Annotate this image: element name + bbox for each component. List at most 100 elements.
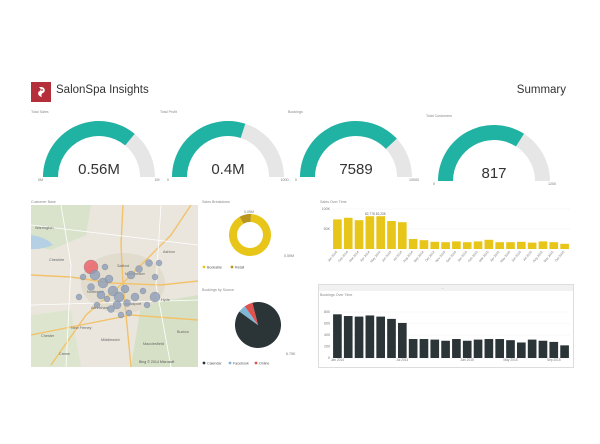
map-bubble[interactable] [112, 300, 122, 310]
bar[interactable] [549, 341, 559, 358]
gauge[interactable]: 0 1200 [431, 124, 557, 186]
bar[interactable] [397, 222, 407, 249]
gauge-min-label: 0M [38, 178, 43, 182]
bar[interactable] [462, 242, 472, 249]
bar[interactable] [516, 241, 526, 249]
bar[interactable] [343, 217, 353, 249]
bar[interactable] [473, 241, 483, 249]
app-logo [31, 82, 51, 102]
bar[interactable] [419, 240, 429, 249]
x-tick-label: Jul 2014 [396, 358, 408, 362]
bar[interactable] [343, 316, 353, 358]
pie-slices[interactable] [235, 302, 281, 348]
bookings-by-source-pie[interactable]: 6.75K Calendar Facebook Online [200, 293, 300, 367]
bar[interactable] [365, 216, 375, 249]
bar[interactable] [452, 339, 461, 358]
bar[interactable] [397, 322, 407, 358]
bar[interactable] [408, 239, 418, 249]
bar[interactable] [527, 242, 537, 249]
map-bubble[interactable] [107, 305, 115, 313]
legend-swatch [202, 265, 206, 269]
more-options-icon[interactable]: ... [441, 285, 445, 290]
bar[interactable] [549, 242, 559, 249]
bar[interactable] [333, 219, 342, 249]
donut-slices[interactable] [229, 214, 271, 256]
map-canvas[interactable]: Warrington Cheshire Salford Manchester Ashto… [31, 205, 198, 367]
map-bubble[interactable] [89, 269, 101, 281]
pie-slice[interactable] [244, 302, 258, 325]
bar[interactable] [484, 239, 494, 249]
bar[interactable] [419, 339, 429, 358]
map-place-label: Altrincham [91, 306, 109, 310]
map-bubble[interactable] [103, 295, 111, 303]
map-bubble[interactable] [126, 270, 136, 280]
gauge[interactable]: 0M 1M [36, 120, 162, 182]
bar[interactable] [495, 242, 505, 249]
bar[interactable] [560, 243, 569, 249]
bar[interactable] [527, 339, 537, 358]
bar[interactable] [408, 339, 418, 358]
bar[interactable] [387, 318, 396, 358]
map-bubble[interactable] [139, 287, 147, 295]
map-bubble[interactable] [101, 263, 109, 271]
map-bubble[interactable] [151, 273, 159, 281]
gauge[interactable]: 0 10000 [293, 120, 419, 182]
map-bubble[interactable] [135, 265, 143, 273]
map-bubble[interactable] [155, 259, 163, 267]
map-bubble[interactable] [117, 311, 125, 319]
map-bubble[interactable] [149, 291, 161, 303]
gauge-max-label: 1200 [548, 182, 556, 186]
bar[interactable] [506, 242, 515, 249]
map-bubble[interactable] [93, 301, 101, 309]
map-bubble[interactable] [145, 259, 153, 267]
bar[interactable] [365, 315, 375, 358]
bar[interactable] [560, 345, 569, 358]
bar[interactable] [516, 342, 526, 358]
x-tick-label: Oct 2015 [554, 250, 566, 263]
map-bubble[interactable] [96, 290, 106, 300]
bar[interactable] [430, 241, 440, 249]
bar[interactable] [333, 314, 342, 358]
bar[interactable] [462, 340, 472, 358]
x-tick-label: Jun 2014 [381, 250, 393, 263]
bar[interactable] [441, 242, 450, 249]
bar[interactable] [387, 221, 396, 249]
bar[interactable] [452, 241, 461, 249]
donut-slice[interactable] [239, 214, 252, 224]
x-tick-label: Feb 2015 [467, 250, 479, 263]
customer-map[interactable]: Warrington Cheshire Salford Manchester Ashto… [31, 205, 198, 367]
bookings-over-time-chart[interactable]: 800 600 400 200 0 Jan 2014 Jul 2014 Jan 2015 May… [318, 298, 574, 368]
legend-swatch [230, 265, 234, 269]
map-bubble[interactable] [120, 284, 130, 294]
map-bubble[interactable] [87, 283, 95, 291]
bar[interactable] [506, 340, 515, 358]
bar[interactable] [376, 316, 386, 358]
bar[interactable] [430, 339, 440, 358]
pie-slice[interactable] [239, 306, 258, 325]
bar[interactable] [538, 340, 548, 358]
bar[interactable] [538, 241, 548, 249]
bar[interactable] [473, 339, 483, 358]
bar[interactable] [495, 339, 505, 358]
map-bubble[interactable] [130, 292, 140, 302]
donut-slice[interactable] [229, 214, 271, 256]
bar[interactable] [376, 216, 386, 249]
sales-breakdown-donut[interactable]: 0.05M 0.50M Bookable Retail [200, 205, 300, 273]
legend-swatch [202, 361, 206, 365]
x-tick-label: Mar 2014 [348, 250, 360, 263]
bar[interactable] [441, 340, 450, 358]
map-bubble[interactable] [123, 299, 131, 307]
map-bubble[interactable] [125, 309, 133, 317]
y-tick-label: 400 [324, 333, 330, 337]
map-bubble[interactable] [75, 293, 83, 301]
bar[interactable] [354, 220, 364, 249]
gauge[interactable]: 0 1000... [165, 120, 291, 182]
bar[interactable] [354, 316, 364, 358]
map-bubble[interactable] [104, 274, 114, 284]
map-bubble[interactable] [113, 291, 125, 303]
map-bubble[interactable] [79, 273, 87, 281]
map-bubbles[interactable] [75, 259, 163, 319]
map-bubble[interactable] [143, 301, 151, 309]
bar[interactable] [484, 339, 494, 358]
